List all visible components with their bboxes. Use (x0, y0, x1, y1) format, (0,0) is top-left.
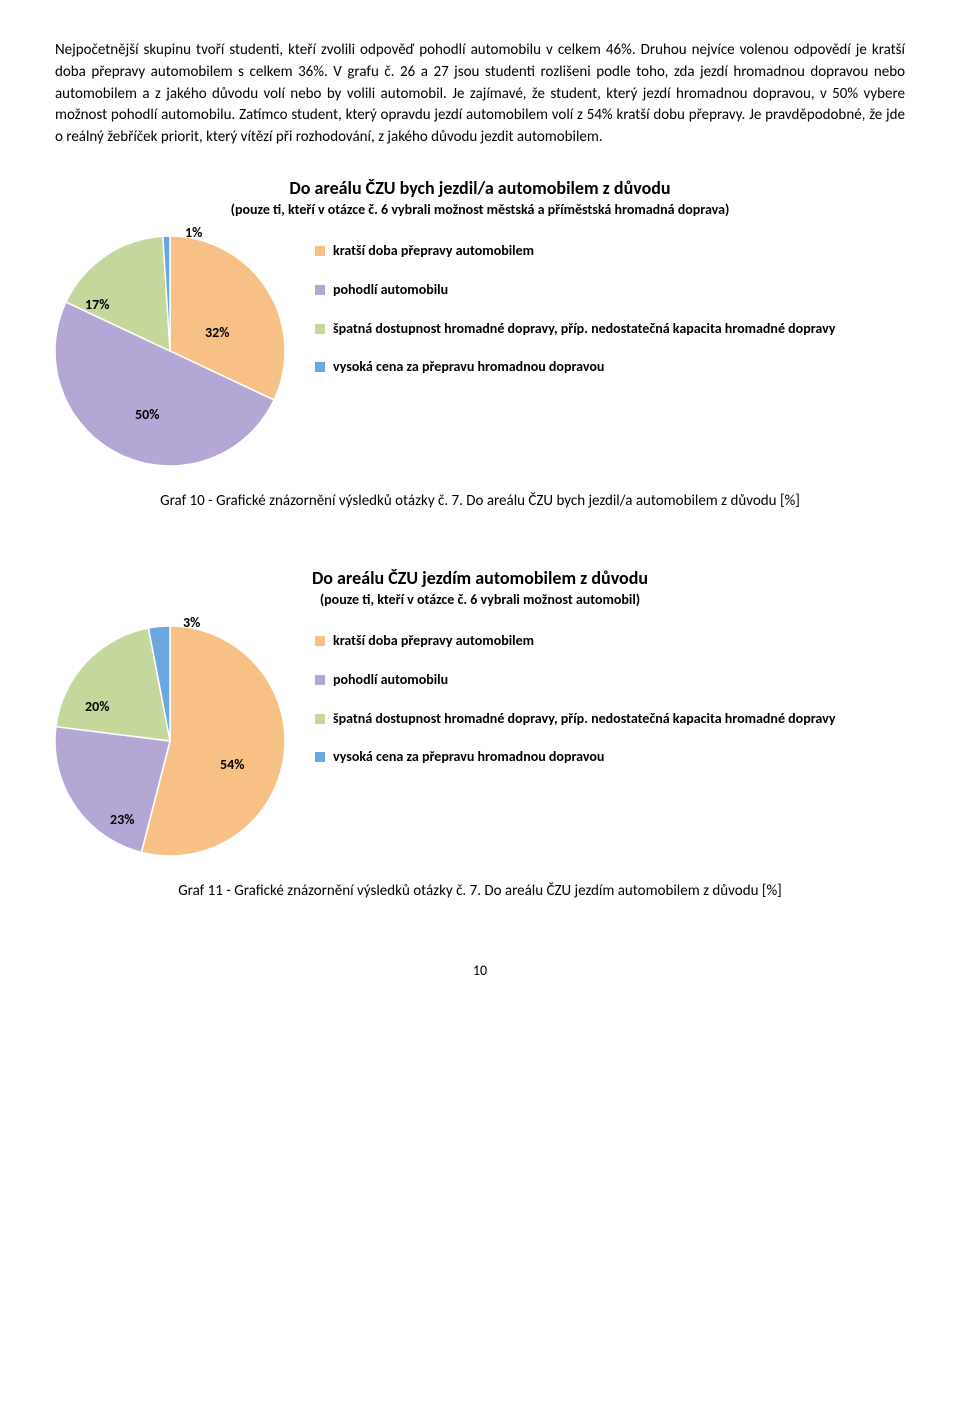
legend-label: kratší doba přepravy automobilem (333, 632, 534, 651)
pie-pct-label: 54% (220, 756, 244, 773)
legend-swatch (315, 636, 325, 646)
body-paragraph: Nejpočetnější skupinu tvoří studenti, kt… (55, 40, 905, 149)
legend-label: vysoká cena za přepravu hromadnou doprav… (333, 748, 604, 767)
chart-1: Do areálu ČZU bych jezdil/a automobilem … (55, 177, 905, 466)
legend-item: vysoká cena za přepravu hromadnou doprav… (315, 748, 905, 767)
pie-pct-label: 20% (85, 698, 109, 715)
chart-1-caption: Graf 10 - Grafické znázornění výsledků o… (55, 491, 905, 512)
pie-pct-label: 1% (185, 224, 202, 241)
legend-swatch (315, 362, 325, 372)
legend-swatch (315, 752, 325, 762)
legend-swatch (315, 246, 325, 256)
pie-pct-label: 23% (110, 811, 134, 828)
legend-swatch (315, 714, 325, 724)
legend-label: špatná dostupnost hromadné dopravy, příp… (333, 320, 835, 339)
pie-pct-label: 17% (85, 296, 109, 313)
chart-1-legend: kratší doba přepravy automobilem pohodlí … (315, 236, 905, 398)
legend-label: vysoká cena za přepravu hromadnou doprav… (333, 358, 604, 377)
legend-item: kratší doba přepravy automobilem (315, 632, 905, 651)
legend-item: špatná dostupnost hromadné dopravy, příp… (315, 320, 905, 339)
legend-label: pohodlí automobilu (333, 671, 448, 690)
legend-item: pohodlí automobilu (315, 281, 905, 300)
page-number: 10 (55, 962, 905, 979)
chart-2-caption: Graf 11 - Grafické znázornění výsledků o… (55, 881, 905, 902)
legend-label: špatná dostupnost hromadné dopravy, příp… (333, 710, 835, 729)
legend-item: pohodlí automobilu (315, 671, 905, 690)
chart-1-pie: 1%32%50%17% (55, 236, 285, 466)
legend-item: kratší doba přepravy automobilem (315, 242, 905, 261)
chart-2-title: Do areálu ČZU jezdím automobilem z důvod… (55, 567, 905, 589)
chart-2-legend: kratší doba přepravy automobilem pohodlí … (315, 626, 905, 788)
legend-label: kratší doba přepravy automobilem (333, 242, 534, 261)
legend-swatch (315, 285, 325, 295)
legend-item: vysoká cena za přepravu hromadnou doprav… (315, 358, 905, 377)
chart-2-pie: 3%54%23%20% (55, 626, 285, 856)
pie-pct-label: 50% (135, 406, 159, 423)
chart-1-subtitle: (pouze ti, kteří v otázce č. 6 vybrali m… (55, 201, 905, 218)
chart-2: Do areálu ČZU jezdím automobilem z důvod… (55, 567, 905, 856)
chart-1-title: Do areálu ČZU bych jezdil/a automobilem … (55, 177, 905, 199)
pie-pct-label: 32% (205, 324, 229, 341)
legend-swatch (315, 675, 325, 685)
legend-label: pohodlí automobilu (333, 281, 448, 300)
chart-2-subtitle: (pouze ti, kteří v otázce č. 6 vybrali m… (55, 591, 905, 608)
legend-swatch (315, 324, 325, 334)
pie-pct-label: 3% (183, 614, 200, 631)
legend-item: špatná dostupnost hromadné dopravy, příp… (315, 710, 905, 729)
